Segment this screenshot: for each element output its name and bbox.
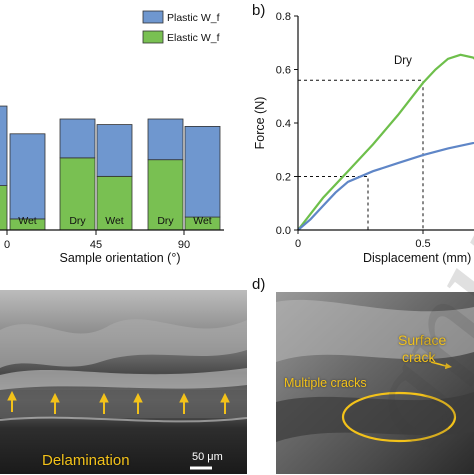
legend-a: Plastic W_f Elastic W_f: [142, 10, 220, 44]
guide-lines: [298, 79, 424, 230]
legend-swatch-elastic: [142, 30, 164, 44]
sem-texture-d: [276, 292, 474, 474]
sem-texture-c: [0, 290, 247, 474]
series-line: [297, 53, 474, 231]
bar-label: Wet: [193, 215, 212, 227]
scale-bar-label: 50 μm: [192, 451, 223, 463]
delamination-label: Delamination: [42, 452, 130, 469]
x-tick-label: 45: [90, 239, 102, 251]
annotation-dry: Dry: [394, 55, 412, 67]
x-tick-label: 90: [178, 239, 190, 251]
bar-plastic: [184, 126, 221, 218]
bar-label: Wet: [18, 215, 37, 227]
sem-image-d: Surface crack Multiple cracks: [276, 292, 474, 474]
bar-plastic: [0, 105, 8, 187]
bar-elastic: [59, 157, 96, 231]
x-tick-label: 0.5: [415, 238, 430, 250]
bar-elastic: [0, 185, 8, 231]
surface-label: Surface: [398, 332, 447, 348]
panel-label-d: d): [252, 276, 266, 293]
legend-swatch-plastic: [142, 10, 164, 24]
bar-plastic: [147, 118, 184, 161]
bar-label: Dry: [69, 215, 86, 227]
y-tick-label: 0.8: [276, 11, 291, 23]
legend-label-plastic: Plastic W_f: [167, 12, 220, 24]
y-axis-label-b: Force (N): [253, 97, 267, 150]
panel-label-b: b): [252, 2, 266, 19]
line-chart-b: 0.00.20.40.60.800.51 Dry Force (N) Displ…: [253, 11, 474, 265]
bar-group: DryWetDryWetDryWet: [0, 105, 221, 231]
sem-image-c: Delamination 50 μm: [0, 290, 247, 474]
multiple-cracks-label: Multiple cracks: [284, 376, 367, 390]
y-tick-label: 0.4: [276, 118, 291, 130]
legend-label-elastic: Elastic W_f: [167, 32, 220, 44]
series-line: [297, 141, 474, 231]
bar-label: Dry: [157, 215, 174, 227]
crack-label: crack: [402, 349, 436, 365]
x-ticks-a: 0 45 90: [4, 230, 190, 251]
y-tick-label: 0.2: [276, 172, 291, 184]
bar-plastic: [59, 118, 96, 159]
y-tick-label: 0.0: [276, 225, 291, 237]
bar-elastic: [147, 159, 184, 231]
axis-ticks-b: 0.00.20.40.60.800.51: [276, 11, 431, 250]
x-tick-label: 0: [295, 238, 301, 250]
y-tick-label: 0.6: [276, 65, 291, 77]
x-axis-label-a: Sample orientation (°): [59, 251, 180, 265]
x-tick-label: 0: [4, 239, 10, 251]
series-lines: [297, 53, 474, 231]
x-axis-label-b: Displacement (mm): [363, 251, 471, 265]
bar-label: Wet: [105, 215, 124, 227]
bar-plastic: [9, 133, 46, 220]
guide-line: [298, 79, 424, 230]
bar-chart-a: DryWetDryWetDryWet Plastic W_f Elastic W…: [0, 10, 224, 265]
bar-plastic: [96, 124, 133, 177]
